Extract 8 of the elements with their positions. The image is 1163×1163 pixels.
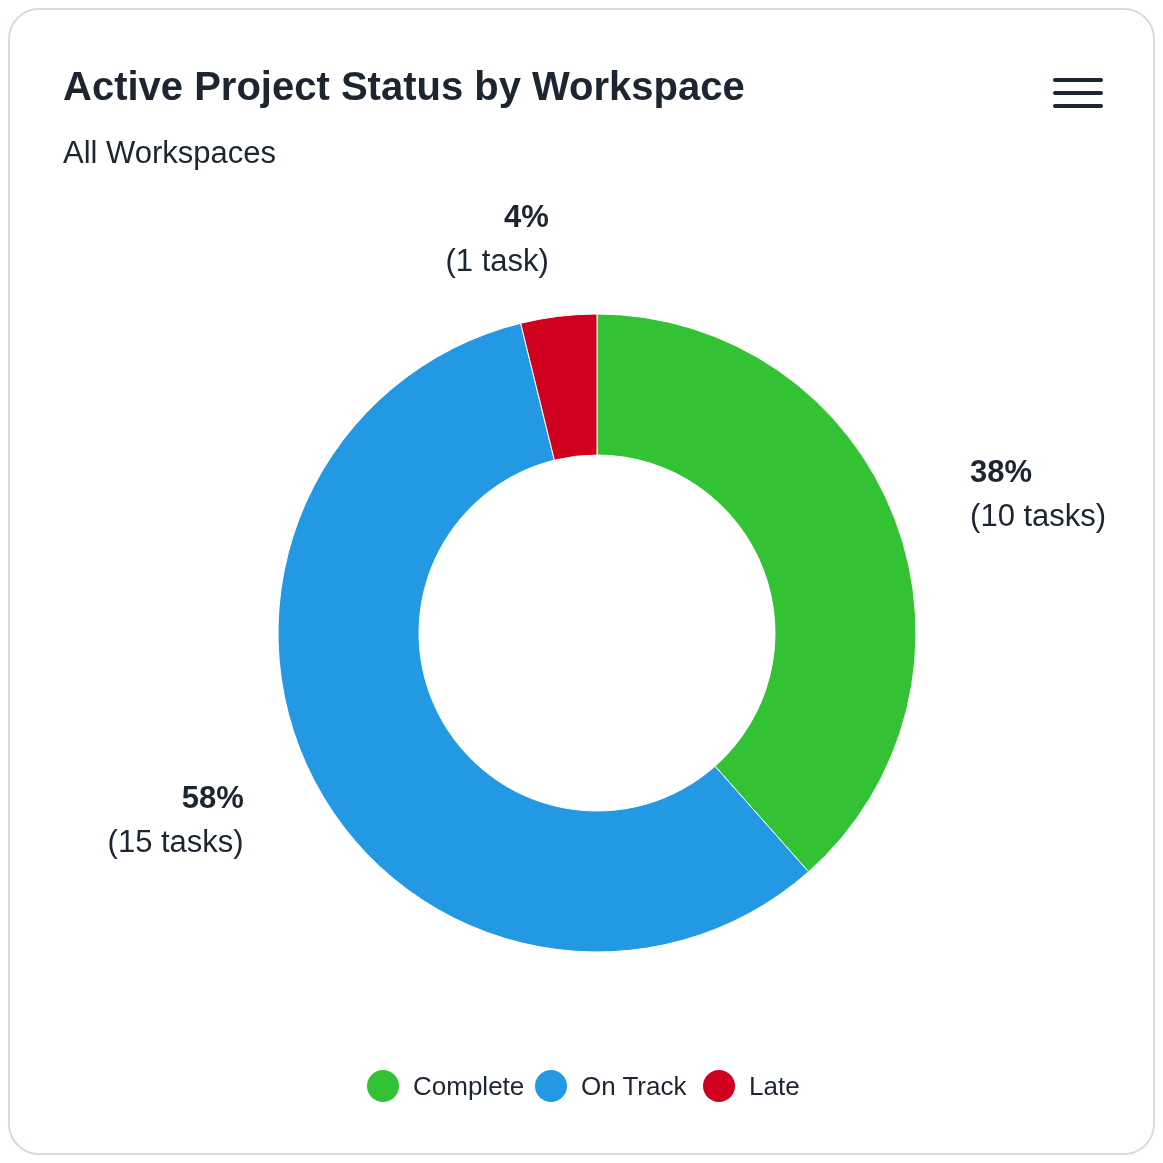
legend-label: Late bbox=[749, 1071, 800, 1101]
chart-subtitle: All Workspaces bbox=[63, 135, 277, 170]
legend-label: Complete bbox=[413, 1071, 525, 1101]
data-label: 38% (10 tasks) bbox=[970, 453, 1107, 533]
chart-title: Active Project Status by Workspace bbox=[63, 64, 745, 108]
legend-label: On Track bbox=[581, 1071, 688, 1101]
data-label: 4% (1 task) bbox=[445, 198, 549, 278]
data-label: 58% (15 tasks) bbox=[107, 780, 244, 860]
